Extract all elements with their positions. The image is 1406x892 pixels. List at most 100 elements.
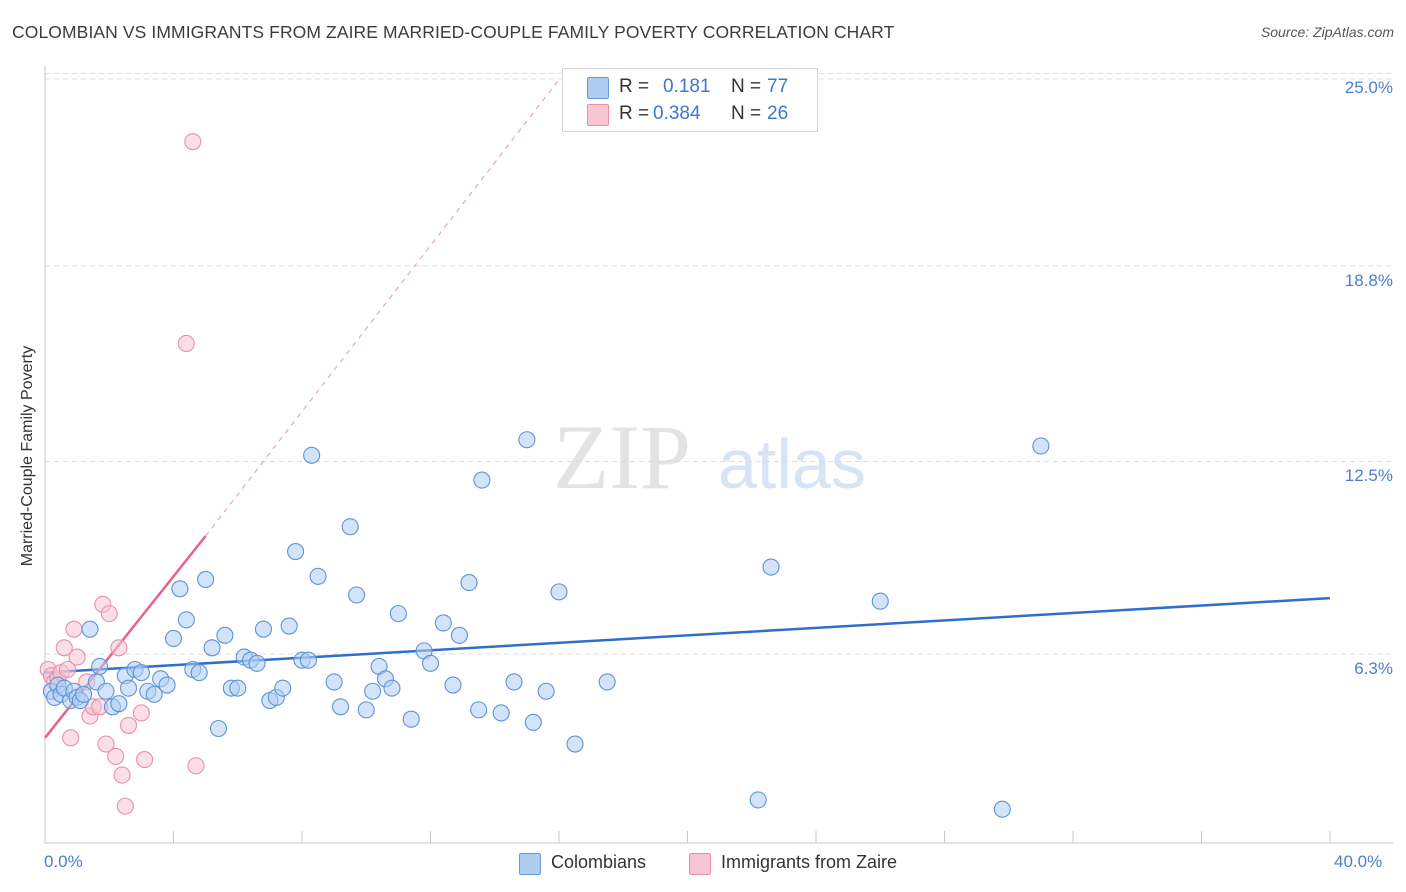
series-colombians (42, 431, 1050, 818)
point-colombians (348, 586, 366, 604)
point-colombians (171, 580, 189, 598)
point-colombians (119, 679, 138, 697)
point-colombians (309, 567, 327, 585)
point-colombians (1032, 437, 1050, 455)
point-colombians (524, 713, 542, 731)
point-colombians (871, 592, 889, 610)
gridlines (45, 72, 1393, 655)
point-colombians (598, 673, 616, 691)
point-colombians (190, 664, 208, 682)
point-zaire (110, 639, 128, 657)
x-tick-label-min: 0.0% (44, 852, 83, 871)
point-colombians (248, 654, 266, 672)
point-zaire (65, 620, 83, 638)
watermark: ZIP atlas (553, 406, 866, 508)
point-zaire (184, 133, 202, 151)
point-colombians (537, 682, 555, 700)
series-legend: Colombians Immigrants from Zaire (0, 852, 1406, 878)
point-colombians (473, 471, 491, 489)
point-colombians (81, 620, 99, 638)
point-colombians (749, 791, 767, 809)
point-colombians (197, 570, 215, 589)
point-colombians (280, 617, 298, 635)
point-colombians (158, 676, 176, 694)
point-zaire (100, 605, 118, 623)
legend-r-label: R = (619, 76, 650, 97)
y-tick-label: 12.5% (1344, 466, 1393, 486)
chart-title: COLOMBIAN VS IMMIGRANTS FROM ZAIRE MARRI… (12, 22, 895, 42)
point-colombians (325, 673, 343, 691)
point-colombians (209, 719, 228, 738)
point-colombians (492, 704, 510, 722)
point-colombians (364, 682, 382, 700)
legend-swatch-colombians (587, 77, 609, 99)
point-colombians (518, 431, 536, 449)
point-zaire (113, 766, 131, 784)
point-colombians (444, 676, 462, 694)
point-colombians (97, 682, 115, 700)
legend-n-label: N = (731, 76, 762, 97)
x-tick-label-max: 40.0% (1334, 852, 1383, 871)
point-colombians (470, 701, 488, 719)
point-colombians (421, 654, 440, 672)
correlation-legend: R = 0.181 N = 77 R = 0.384 N = 26 (562, 68, 818, 132)
point-colombians (357, 701, 375, 719)
source-credit: Source: ZipAtlas.com (1260, 24, 1394, 40)
trend-extension-zaire (205, 79, 560, 537)
point-colombians (110, 695, 128, 713)
legend-label-colombians: Colombians (551, 852, 647, 872)
point-colombians (216, 626, 234, 644)
point-zaire (116, 797, 134, 815)
point-colombians (274, 679, 292, 697)
point-colombians (229, 679, 247, 697)
legend-swatch-zaire (689, 853, 711, 875)
legend-swatch-zaire (587, 104, 609, 126)
y-tick-label: 6.3% (1354, 658, 1393, 678)
watermark-zip: ZIP (553, 406, 691, 508)
point-colombians (341, 518, 359, 536)
legend-r-value: 0.384 (653, 103, 701, 124)
point-colombians (550, 583, 568, 601)
point-colombians (299, 651, 317, 669)
legend-label-zaire: Immigrants from Zaire (721, 852, 898, 872)
y-tick-label: 25.0% (1344, 78, 1393, 98)
point-colombians (993, 800, 1011, 818)
point-zaire (58, 660, 77, 679)
legend-swatch-colombians (519, 853, 541, 875)
point-colombians (331, 698, 350, 716)
point-colombians (460, 574, 478, 592)
legend-n-label: N = (731, 103, 762, 124)
point-colombians (75, 685, 93, 703)
point-colombians (164, 629, 183, 648)
point-zaire (107, 747, 125, 766)
point-colombians (177, 611, 195, 629)
point-zaire (55, 639, 73, 657)
point-colombians (389, 605, 407, 623)
point-colombians (254, 620, 273, 638)
point-zaire (187, 757, 205, 775)
point-zaire (136, 751, 154, 769)
legend-n-value: 77 (767, 76, 789, 97)
point-zaire (177, 334, 195, 353)
y-tick-label: 18.8% (1344, 270, 1393, 290)
point-colombians (287, 542, 305, 561)
point-colombians (91, 657, 109, 675)
watermark-atlas: atlas (718, 425, 866, 503)
point-zaire (97, 735, 115, 753)
point-zaire (132, 704, 150, 722)
point-colombians (762, 558, 780, 576)
point-colombians (132, 664, 150, 682)
point-zaire (62, 729, 80, 747)
axes (44, 66, 1393, 844)
point-colombians (145, 685, 163, 703)
point-colombians (383, 679, 401, 697)
legend-n-value: 26 (767, 103, 789, 124)
legend-r-value: 0.181 (663, 76, 711, 97)
legend-r-label: R = (619, 103, 650, 124)
point-colombians (402, 710, 420, 728)
point-zaire (68, 648, 86, 666)
point-colombians (434, 614, 452, 632)
point-zaire (119, 716, 138, 734)
point-colombians (505, 673, 523, 691)
